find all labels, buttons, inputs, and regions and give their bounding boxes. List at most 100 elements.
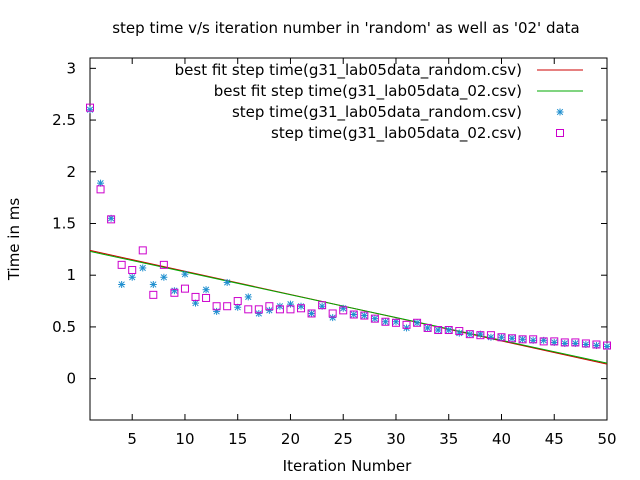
star-stroke: [371, 315, 379, 322]
star-stroke: [477, 331, 484, 338]
series-layer: [86, 103, 611, 365]
data-point: [391, 318, 400, 327]
y-tick-label: 2: [66, 163, 76, 181]
star-stroke: [318, 303, 326, 310]
data-point: [381, 318, 389, 326]
data-point: [180, 284, 189, 293]
data-point: [571, 338, 580, 347]
data-point: [255, 309, 263, 317]
star-stroke: [519, 336, 526, 343]
y-tick-label: 3: [66, 59, 76, 77]
star-stroke: [224, 279, 231, 286]
data-point: [360, 311, 369, 320]
data-point: [212, 302, 221, 311]
legend-swatch: [556, 129, 564, 137]
data-point: [508, 334, 516, 342]
data-point: [497, 333, 505, 341]
data-point: [107, 215, 116, 224]
data-point: [96, 185, 105, 194]
data-point: [128, 266, 137, 275]
y-tick-label: 2.5: [52, 111, 76, 129]
data-point: [307, 309, 316, 318]
star-stroke: [118, 281, 125, 288]
data-point: [170, 287, 178, 295]
star-stroke: [350, 311, 357, 318]
data-point: [381, 317, 390, 326]
data-point: [275, 305, 284, 314]
x-tick-label: 50: [597, 430, 616, 448]
data-point: [519, 335, 527, 343]
star-stroke: [308, 310, 315, 317]
star-stroke: [329, 314, 336, 321]
y-axis-label: Time in ms: [5, 198, 23, 282]
star-stroke: [181, 271, 189, 278]
x-tick-label: 40: [492, 430, 511, 448]
data-point: [139, 264, 147, 272]
data-point: [265, 306, 273, 314]
data-point: [540, 336, 548, 344]
data-point: [560, 338, 569, 347]
legend-item: best fit step time(g31_lab05data_random.…: [175, 61, 583, 80]
star-stroke: [129, 274, 136, 281]
data-point: [223, 302, 232, 311]
data-point: [244, 293, 252, 301]
star-stroke: [150, 281, 157, 288]
data-point: [550, 337, 559, 346]
data-point: [508, 334, 517, 343]
data-point: [202, 286, 210, 294]
legend-label: best fit step time(g31_lab05data_02.csv): [214, 82, 522, 101]
x-tick-label: 25: [334, 430, 353, 448]
data-point: [371, 315, 379, 323]
star-stroke: [97, 179, 104, 187]
data-point: [455, 327, 464, 336]
data-point: [370, 314, 379, 323]
data-point: [286, 300, 294, 308]
plot-frame: [89, 57, 608, 421]
legend-item: step time(g31_lab05data_random.csv): [232, 103, 564, 122]
data-point: [149, 281, 157, 289]
data-point: [297, 302, 305, 310]
legend-item: best fit step time(g31_lab05data_02.csv): [214, 82, 583, 101]
star-stroke: [445, 326, 452, 334]
star-stroke: [582, 341, 590, 348]
data-point: [149, 290, 158, 299]
data-point: [465, 330, 474, 339]
data-point: [286, 305, 295, 314]
data-point: [539, 337, 548, 346]
star-stroke: [192, 299, 199, 307]
star-stroke: [466, 331, 473, 338]
star-stroke: [603, 343, 611, 350]
data-point: [328, 309, 337, 318]
data-point: [170, 288, 179, 297]
star-stroke: [561, 340, 568, 347]
star-stroke: [202, 286, 210, 293]
data-point: [518, 335, 527, 344]
data-point: [138, 246, 147, 255]
star-stroke: [540, 337, 547, 344]
series-3: [86, 103, 611, 350]
x-tick-label: 5: [127, 430, 137, 448]
data-point: [117, 260, 126, 269]
data-point: [349, 310, 358, 319]
star-stroke: [382, 318, 389, 325]
star-stroke: [413, 319, 421, 326]
data-point: [339, 304, 347, 312]
data-point: [486, 331, 495, 340]
data-point: [297, 304, 306, 313]
data-point: [497, 333, 506, 342]
x-tick-label: 10: [175, 430, 194, 448]
star-stroke: [361, 312, 368, 319]
data-point: [86, 103, 94, 112]
star-stroke: [551, 339, 558, 346]
data-point: [329, 314, 337, 322]
data-point: [550, 338, 558, 346]
legend-label: step time(g31_lab05data_random.csv): [232, 103, 522, 122]
star-stroke: [572, 340, 579, 347]
data-point: [159, 260, 168, 269]
star-stroke: [107, 215, 115, 222]
data-point: [402, 320, 411, 329]
data-point: [434, 326, 443, 335]
data-point: [223, 278, 231, 286]
star-stroke: [593, 342, 600, 349]
